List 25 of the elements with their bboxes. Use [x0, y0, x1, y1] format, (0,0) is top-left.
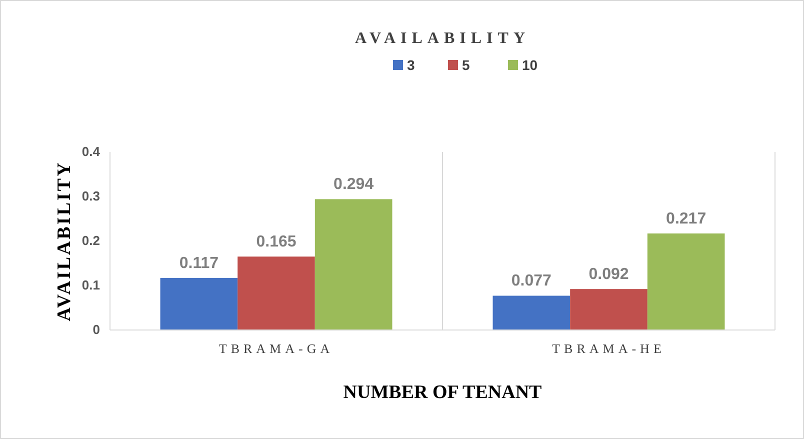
bar [314, 199, 392, 330]
data-label: 0.117 [179, 254, 219, 272]
bar [570, 289, 648, 330]
x-tick-label: TBRAMA-GA [218, 341, 334, 356]
data-label: 0.092 [588, 266, 629, 284]
y-tick-label: 0 [92, 322, 100, 338]
y-tick-label: 0.4 [82, 144, 101, 160]
y-tick-label: 0.1 [82, 278, 100, 293]
data-label: 0.077 [511, 272, 552, 290]
bar [647, 233, 725, 330]
data-label: 0.294 [334, 176, 374, 194]
bar [238, 256, 315, 330]
legend-label: 5 [462, 57, 470, 73]
x-axis-title: NUMBER OF TENANT [343, 382, 542, 403]
legend-label: 10 [522, 57, 538, 73]
bar [492, 296, 570, 330]
y-axis-title: AVAILABILITY [54, 160, 75, 322]
y-tick-label: 0.2 [82, 233, 100, 248]
data-label: 0.217 [666, 210, 706, 228]
data-label: 0.165 [256, 234, 296, 251]
x-tick-label: TBRAMA-HE [552, 341, 666, 356]
chart-title: AVAILABILITY [354, 30, 530, 47]
legend-label: 3 [407, 57, 415, 73]
y-tick-label: 0.3 [82, 188, 100, 204]
bar [160, 278, 238, 330]
